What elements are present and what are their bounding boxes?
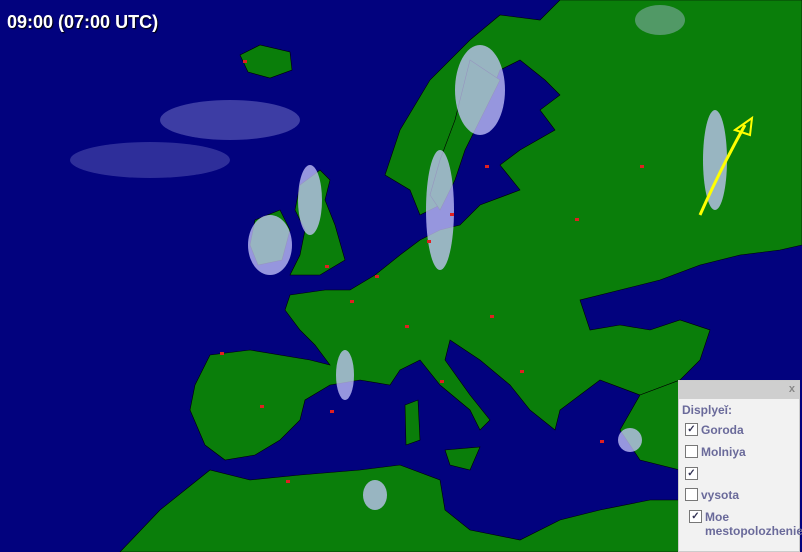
checkbox-vysota[interactable] xyxy=(685,488,698,501)
panel-header: Displyeĭ: xyxy=(682,403,733,417)
land-sicily xyxy=(444,446,481,471)
option-label: Goroda xyxy=(701,423,744,437)
option-vysota[interactable]: vysota xyxy=(679,484,799,506)
checkbox-molniya[interactable] xyxy=(685,445,698,458)
checkbox-moe-mestopolozhenie[interactable]: ✓ xyxy=(689,510,702,523)
checkbox-unlabeled[interactable]: ✓ xyxy=(685,467,698,480)
display-options-panel: x Displyeĭ: ✓ Goroda Molniya ✓ vysota ✓ … xyxy=(678,380,802,552)
option-label: Moe mestopolozhenie xyxy=(705,510,802,538)
option-moe-mestopolozhenie[interactable]: ✓ Moe mestopolozhenie xyxy=(679,506,802,542)
clouds xyxy=(70,5,727,510)
time-label: 09:00 (07:00 UTC) xyxy=(7,12,159,32)
land-north-africa xyxy=(119,464,681,552)
land-sardinia xyxy=(404,399,421,446)
option-goroda[interactable]: ✓ Goroda xyxy=(679,419,799,441)
option-label: vysota xyxy=(701,488,740,502)
cities xyxy=(220,60,644,483)
land-iceland xyxy=(239,44,293,79)
close-button[interactable]: x xyxy=(788,383,795,395)
option-molniya[interactable]: Molniya xyxy=(679,441,799,463)
land xyxy=(119,0,802,552)
panel-title-bar[interactable]: x xyxy=(679,381,799,399)
option-unlabeled[interactable]: ✓ xyxy=(679,463,799,484)
location-arrow xyxy=(698,115,754,216)
option-label: Molniya xyxy=(701,445,746,459)
checkbox-goroda[interactable]: ✓ xyxy=(685,423,698,436)
land-anatolia xyxy=(619,379,681,471)
